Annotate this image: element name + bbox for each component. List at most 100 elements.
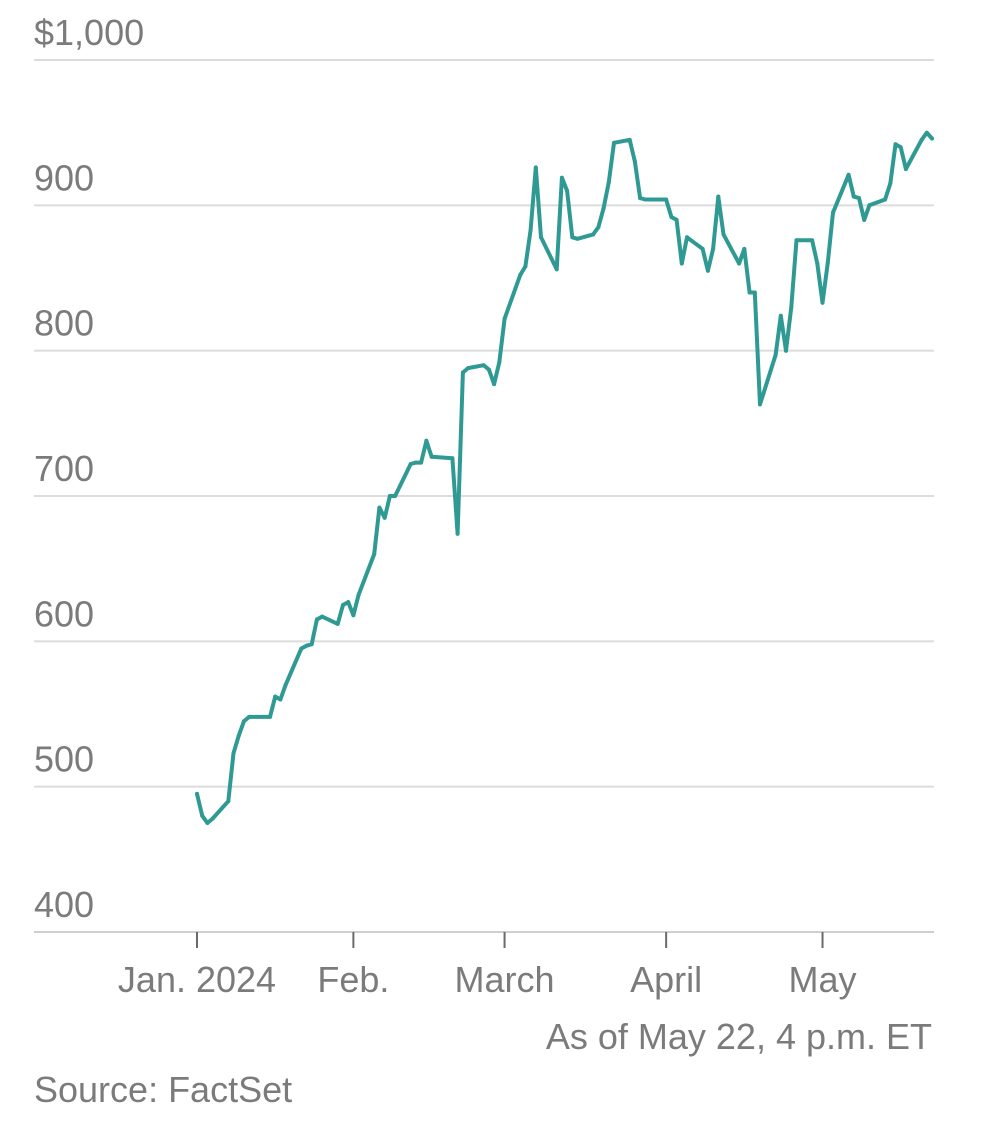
y-tick-label: 800	[34, 303, 94, 344]
data-point	[528, 228, 533, 232]
data-point	[278, 697, 283, 702]
data-point	[320, 614, 325, 619]
data-point	[810, 238, 815, 243]
data-point	[210, 816, 215, 821]
data-point	[247, 714, 252, 719]
data-point	[559, 175, 564, 180]
data-point	[200, 813, 205, 818]
data-point	[393, 494, 398, 498]
x-tick-label: April	[630, 959, 702, 1000]
data-point	[674, 217, 679, 222]
data-point	[273, 694, 278, 699]
data-point	[820, 300, 825, 305]
data-point	[335, 621, 340, 626]
data-point	[773, 353, 778, 357]
data-point	[351, 613, 356, 618]
data-point	[789, 305, 794, 310]
y-tick-label: 900	[34, 157, 94, 198]
data-point	[241, 719, 246, 724]
data-point	[455, 531, 460, 536]
data-point	[377, 505, 382, 510]
data-point	[424, 438, 429, 443]
data-point	[752, 290, 757, 295]
data-point	[705, 268, 710, 273]
data-point	[721, 232, 726, 237]
data-point	[747, 290, 752, 295]
data-point	[794, 238, 799, 243]
data-point	[231, 751, 236, 756]
data-point	[466, 366, 471, 371]
source-note: Source: FactSet	[34, 1069, 292, 1110]
data-point	[903, 167, 908, 171]
data-point	[268, 714, 272, 719]
data-point	[387, 494, 392, 498]
data-point	[778, 313, 783, 318]
data-point	[632, 159, 637, 164]
data-point	[846, 172, 851, 177]
data-point	[591, 232, 596, 237]
data-point	[930, 136, 934, 141]
data-point	[533, 165, 538, 170]
data-point	[758, 402, 762, 407]
data-point	[742, 246, 747, 251]
y-tick-label: 400	[34, 884, 94, 925]
x-tick-label: Feb.	[317, 959, 389, 1000]
x-tick-label: May	[789, 959, 857, 1000]
data-point	[450, 456, 455, 461]
data-point	[502, 316, 507, 321]
data-point	[523, 264, 528, 269]
as-of-note: As of May 22, 4 p.m. ET	[546, 1016, 932, 1057]
data-point	[711, 246, 716, 251]
data-point	[851, 194, 856, 199]
data-point	[283, 682, 288, 687]
data-point	[606, 180, 611, 185]
data-point	[643, 197, 648, 202]
data-point	[888, 181, 893, 186]
data-point	[408, 462, 413, 466]
data-point	[419, 460, 424, 465]
data-point	[638, 196, 643, 201]
series-layer	[195, 130, 934, 825]
data-point	[685, 235, 689, 240]
data-point	[627, 137, 632, 142]
data-point	[356, 592, 361, 597]
data-point	[862, 217, 867, 222]
data-point	[883, 197, 888, 202]
y-tick-label: 500	[34, 739, 94, 780]
data-point	[205, 821, 210, 825]
gridlines	[34, 59, 934, 933]
data-point	[460, 370, 465, 375]
data-point	[612, 140, 616, 145]
data-point	[226, 799, 231, 804]
data-point	[429, 454, 434, 459]
data-point	[309, 642, 314, 647]
data-point	[413, 460, 418, 465]
data-point	[346, 600, 351, 605]
x-tick-label: Jan. 2024	[118, 959, 276, 1000]
data-point	[195, 791, 199, 796]
data-point	[565, 188, 570, 193]
data-point	[831, 210, 835, 215]
y-tick-label: 600	[34, 593, 94, 634]
data-point	[867, 203, 872, 208]
data-point	[664, 197, 669, 202]
data-point	[898, 145, 903, 150]
data-point	[570, 235, 575, 240]
data-point	[518, 273, 523, 278]
data-point	[815, 261, 820, 266]
data-point	[372, 552, 377, 557]
x-tick-label: March	[455, 959, 555, 1000]
data-point	[299, 646, 304, 651]
data-point	[596, 225, 601, 230]
data-point	[700, 246, 705, 251]
data-point	[304, 643, 309, 648]
price-line	[195, 130, 934, 825]
data-point	[601, 206, 606, 211]
data-point	[236, 733, 241, 738]
data-point	[486, 367, 491, 372]
data-point	[669, 215, 674, 219]
data-point	[492, 382, 497, 387]
data-point	[539, 235, 543, 240]
y-tick-label: $1,000	[34, 12, 144, 53]
